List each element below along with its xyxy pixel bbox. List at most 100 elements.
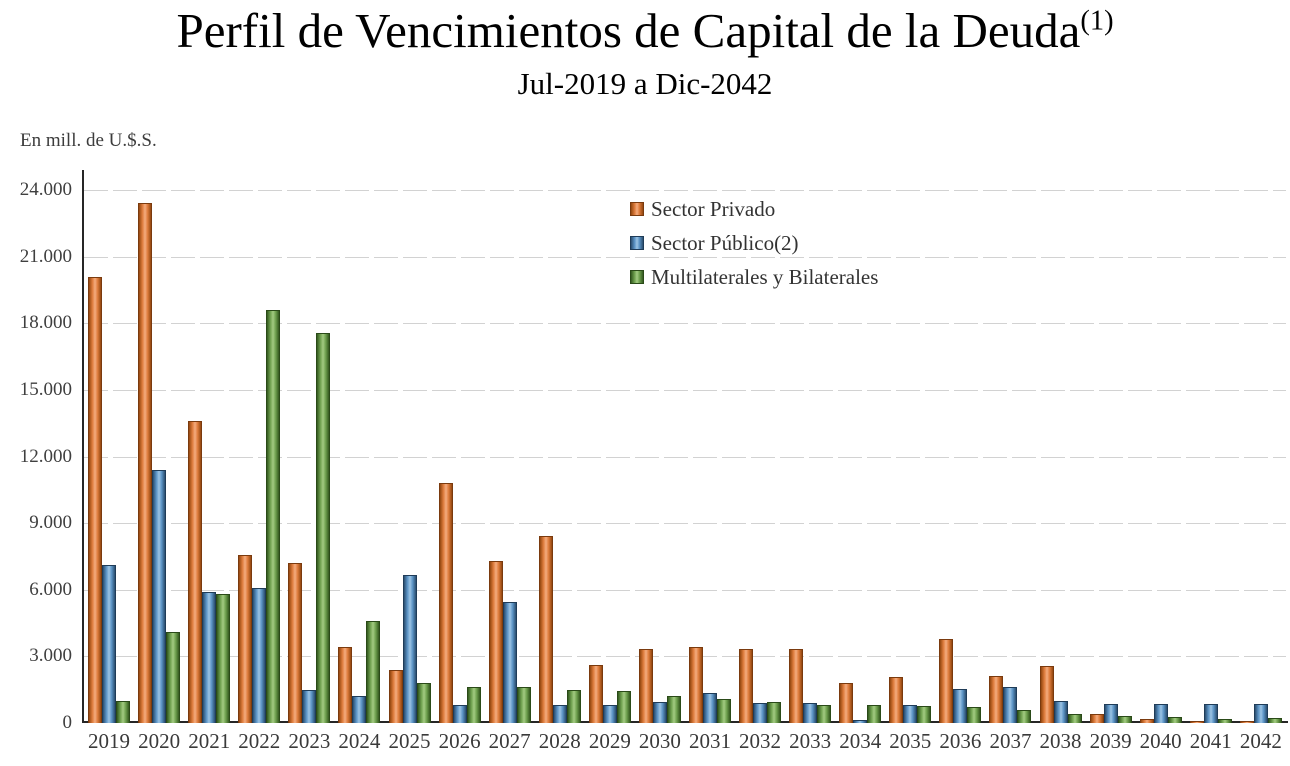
- bar-pub-2034: [853, 720, 868, 723]
- bar-pub-2040: [1153, 704, 1168, 723]
- bar-group-2038: [1035, 190, 1085, 723]
- bar-multi-2039: [1117, 716, 1132, 723]
- chart-subtitle: Jul-2019 a Dic-2042: [517, 66, 773, 101]
- bar-group-2027: [485, 190, 535, 723]
- bar-priv-2037: [989, 676, 1004, 723]
- bar-pub-2025: [402, 575, 417, 723]
- bar-group-2034: [835, 190, 885, 723]
- legend-item-sector-privado: Sector Privado: [630, 192, 878, 226]
- bar-multi-2031: [716, 699, 731, 723]
- bar-group-2021: [184, 190, 234, 723]
- x-axis-label-2030: 2030: [638, 729, 681, 753]
- bar-pub-2032: [753, 703, 768, 723]
- bar-multi-2038: [1067, 714, 1082, 723]
- x-axis-label-2040: 2040: [1139, 729, 1182, 753]
- bar-priv-2025: [388, 670, 403, 723]
- y-axis-tick-label: 3.000: [29, 645, 72, 666]
- bar-multi-2027: [516, 687, 531, 723]
- gridline: [84, 457, 1286, 458]
- bar-group-2033: [785, 190, 835, 723]
- bar-multi-2029: [616, 691, 631, 723]
- bar-multi-2020: [166, 632, 181, 723]
- bar-pub-2020: [152, 470, 167, 723]
- legend-label-sector-privado: Sector Privado: [651, 196, 776, 221]
- bar-pub-2019: [102, 565, 117, 723]
- x-axis-label-2029: 2029: [588, 729, 631, 753]
- bar-multi-2034: [867, 705, 882, 723]
- gridline: [84, 590, 1286, 591]
- x-axis-label-2025: 2025: [388, 729, 431, 753]
- bar-pub-2023: [302, 690, 317, 723]
- bar-priv-2027: [488, 561, 503, 723]
- bar-priv-2029: [588, 665, 603, 723]
- gridline: [84, 523, 1286, 524]
- bar-multi-2022: [266, 310, 281, 723]
- x-axis-label-2037: 2037: [989, 729, 1032, 753]
- bar-group-2022: [234, 190, 284, 723]
- bar-multi-2028: [566, 690, 581, 723]
- y-axis-tick-label: 18.000: [19, 312, 72, 333]
- bar-priv-2041: [1189, 721, 1204, 723]
- x-axis-label-2027: 2027: [488, 729, 531, 753]
- bar-group-2025: [384, 190, 434, 723]
- bar-priv-2026: [438, 483, 453, 723]
- y-axis-tick-label: 21.000: [19, 246, 72, 267]
- bar-priv-2035: [889, 677, 904, 723]
- bar-pub-2036: [953, 689, 968, 723]
- y-axis-tick-label: 24.000: [19, 179, 72, 200]
- bar-pub-2024: [352, 696, 367, 723]
- bar-priv-2036: [939, 639, 954, 723]
- x-axis-label-2023: 2023: [288, 729, 331, 753]
- legend-item-sector-publico: Sector Público(2): [630, 226, 878, 260]
- bar-multi-2040: [1167, 717, 1182, 723]
- gridline: [84, 390, 1286, 391]
- bar-group-2023: [284, 190, 334, 723]
- bar-multi-2025: [416, 683, 431, 723]
- bar-group-2019: [84, 190, 134, 723]
- legend: Sector Privado Sector Público(2) Multila…: [630, 192, 878, 294]
- legend-swatch-multilaterales-icon: [630, 270, 644, 284]
- y-axis-tick-label: 15.000: [19, 379, 72, 400]
- bar-multi-2032: [767, 702, 782, 723]
- bar-groups: [84, 190, 1286, 723]
- bar-pub-2026: [452, 705, 467, 723]
- bar-pub-2041: [1203, 704, 1218, 723]
- x-axis-line: [82, 721, 1288, 723]
- x-axis-label-2035: 2035: [889, 729, 932, 753]
- bar-group-2030: [635, 190, 685, 723]
- bar-priv-2023: [288, 563, 303, 723]
- bar-multi-2024: [366, 621, 381, 723]
- y-axis-line: [82, 170, 84, 723]
- gridline: [84, 257, 1286, 258]
- plot-area: [84, 190, 1286, 723]
- legend-swatch-sector-privado-icon: [630, 202, 644, 216]
- bar-priv-2024: [338, 647, 353, 723]
- bar-group-2020: [134, 190, 184, 723]
- y-axis-units-label: En mill. de U.$.S.: [20, 130, 157, 151]
- bar-priv-2030: [638, 649, 653, 723]
- bar-multi-2036: [967, 707, 982, 723]
- bar-multi-2019: [116, 701, 131, 723]
- bar-priv-2040: [1139, 719, 1154, 723]
- bar-multi-2021: [216, 594, 231, 723]
- bar-priv-2034: [839, 683, 854, 723]
- x-axis-labels: 2019 2020 2021 2022 2023 2024 2025 2026 2027 2028…: [84, 729, 1286, 754]
- bar-group-2037: [985, 190, 1035, 723]
- bar-multi-2026: [466, 687, 481, 723]
- bar-priv-2021: [188, 421, 203, 723]
- x-axis-label-2024: 2024: [338, 729, 381, 753]
- bar-group-2026: [435, 190, 485, 723]
- bar-priv-2033: [789, 649, 804, 723]
- legend-label-sector-publico: Sector Público(2): [651, 230, 799, 255]
- bar-pub-2028: [552, 705, 567, 723]
- bar-priv-2031: [688, 647, 703, 723]
- bar-pub-2042: [1253, 704, 1268, 723]
- bar-priv-2038: [1039, 666, 1054, 723]
- legend-item-multilaterales: Multilaterales y Bilaterales: [630, 260, 878, 294]
- x-axis-label-2034: 2034: [839, 729, 882, 753]
- x-axis-label-2019: 2019: [88, 729, 131, 753]
- bar-multi-2023: [316, 333, 331, 723]
- bar-pub-2038: [1053, 701, 1068, 723]
- y-axis-tick-label: 0: [62, 712, 73, 733]
- bar-group-2036: [935, 190, 985, 723]
